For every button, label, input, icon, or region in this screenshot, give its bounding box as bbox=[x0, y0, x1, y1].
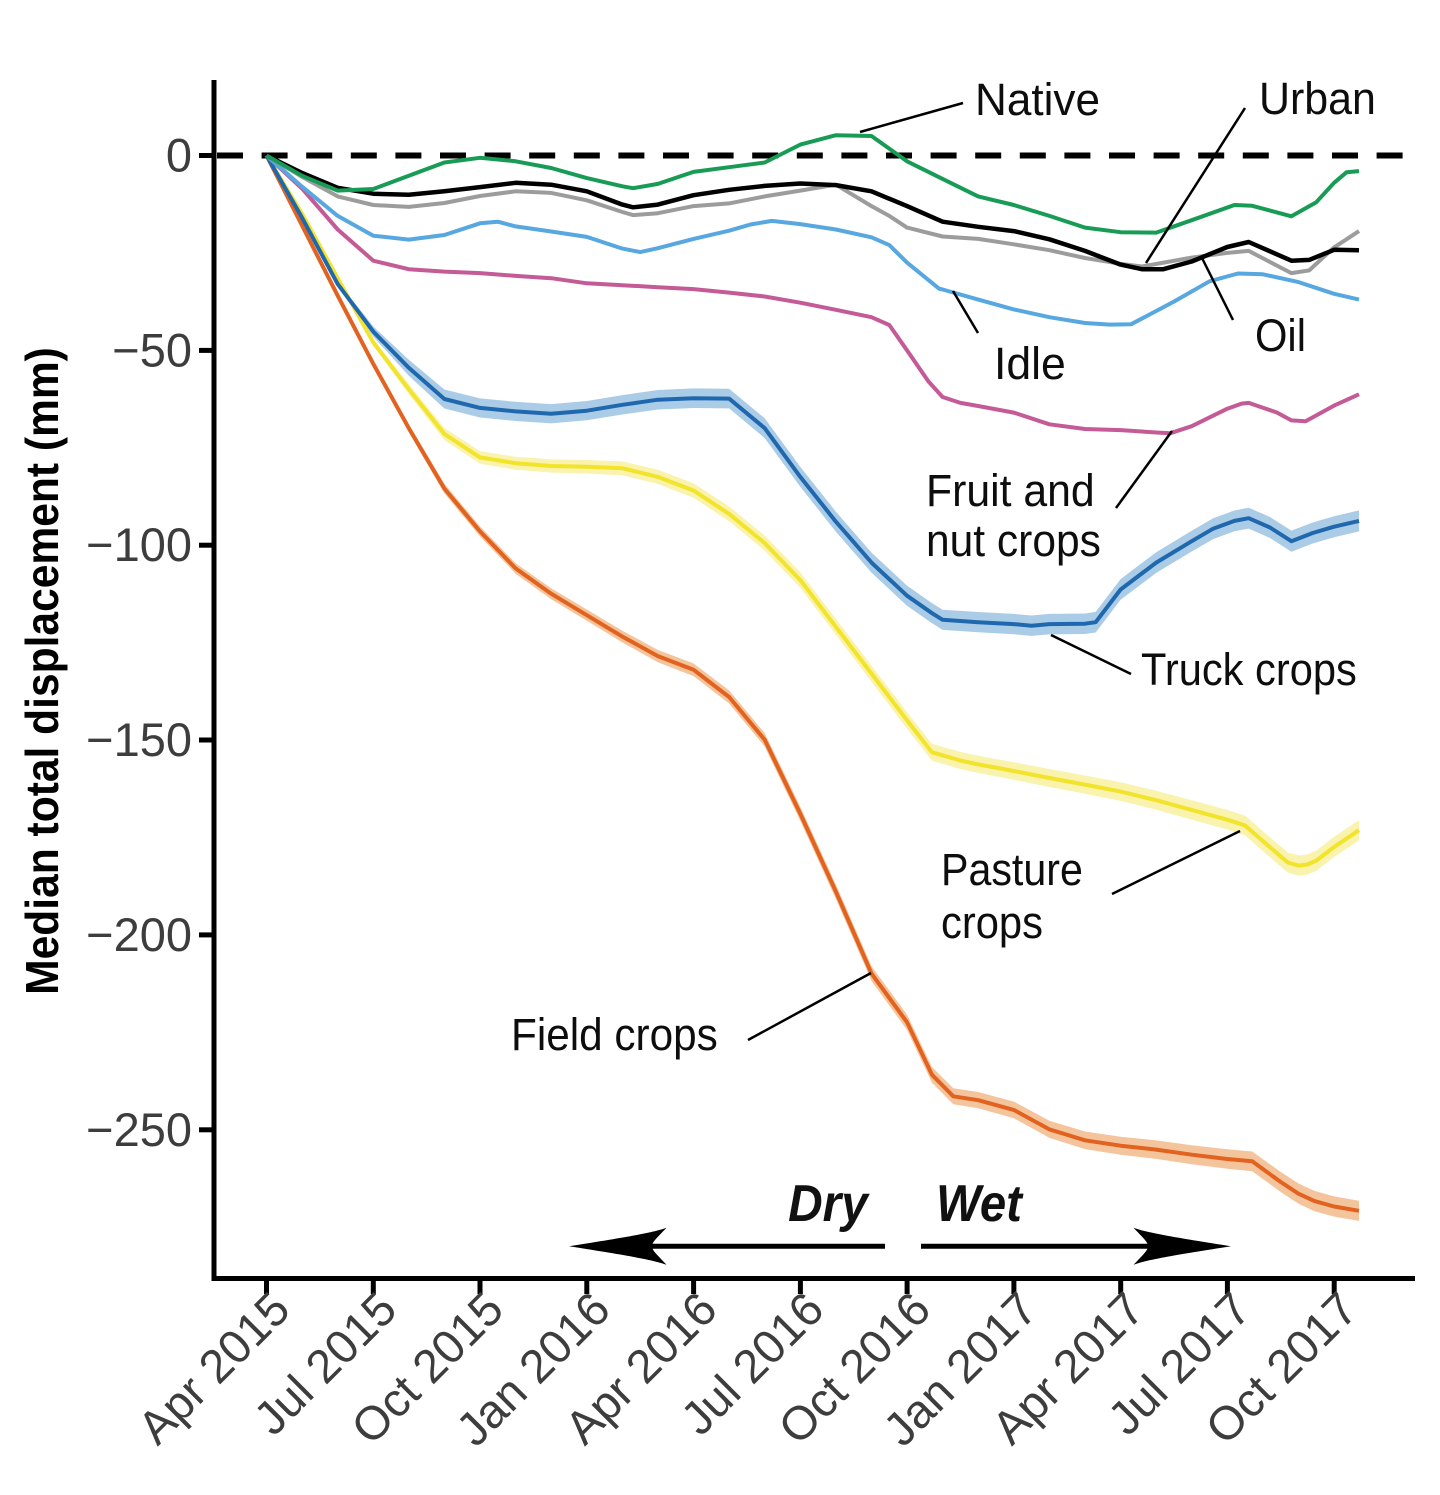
svg-text:crops: crops bbox=[941, 899, 1043, 949]
svg-text:−100: −100 bbox=[86, 518, 192, 571]
svg-text:Urban: Urban bbox=[1259, 74, 1376, 124]
svg-text:−250: −250 bbox=[86, 1103, 192, 1156]
svg-text:Median total displacement (mm): Median total displacement (mm) bbox=[18, 347, 69, 995]
svg-text:Fruit and: Fruit and bbox=[926, 466, 1095, 516]
svg-text:−50: −50 bbox=[112, 323, 192, 376]
svg-text:Native: Native bbox=[975, 76, 1100, 125]
svg-text:0: 0 bbox=[166, 129, 192, 182]
svg-text:Field crops: Field crops bbox=[511, 1010, 718, 1060]
svg-text:Wet: Wet bbox=[936, 1174, 1024, 1233]
svg-text:Dry: Dry bbox=[788, 1174, 870, 1232]
svg-text:Pasture: Pasture bbox=[941, 845, 1083, 895]
svg-text:Truck crops: Truck crops bbox=[1141, 646, 1357, 696]
svg-text:nut crops: nut crops bbox=[926, 516, 1101, 566]
svg-text:Oil: Oil bbox=[1255, 312, 1306, 362]
svg-text:Idle: Idle bbox=[994, 339, 1066, 389]
svg-text:−150: −150 bbox=[86, 713, 192, 766]
svg-text:−200: −200 bbox=[86, 908, 192, 961]
